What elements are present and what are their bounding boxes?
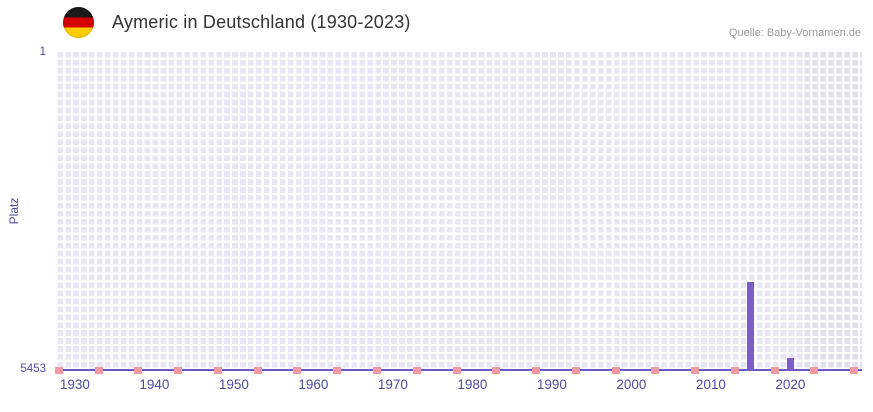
source-credit: Quelle: Baby-Vornamen.de <box>728 27 861 39</box>
baseline-marker-1963 <box>333 366 342 374</box>
baseline-marker-1993 <box>571 366 580 374</box>
bars-layer <box>55 52 862 370</box>
baseline-marker-1988 <box>532 366 541 374</box>
baseline-marker-1958 <box>293 366 302 374</box>
x-tick-label-2000: 2000 <box>616 377 647 392</box>
plot-area <box>54 52 862 374</box>
german-flag-icon <box>63 7 94 38</box>
baseline-marker-1928 <box>54 366 63 374</box>
y-axis-title: Platz <box>7 197 21 225</box>
baseline-marker-1933 <box>94 366 103 374</box>
baseline-marker-1938 <box>134 366 143 374</box>
baseline-marker-1998 <box>611 366 620 374</box>
x-tick-label-1950: 1950 <box>218 377 249 392</box>
x-tick-label-1990: 1990 <box>536 377 567 392</box>
baseline-marker-1983 <box>492 366 501 374</box>
baseline-marker-1968 <box>373 366 381 374</box>
x-tick-label-1980: 1980 <box>457 377 488 392</box>
y-tick-label-top: 1 <box>39 46 46 58</box>
markers-layer <box>54 52 862 374</box>
baseline-marker-2028 <box>850 366 859 374</box>
y-tick-label-bottom: 5453 <box>20 363 46 375</box>
x-tick-label-2020: 2020 <box>775 377 806 392</box>
baseline-marker-1953 <box>253 366 262 374</box>
rank-bar-2015 <box>747 282 755 370</box>
x-tick-label-1960: 1960 <box>298 377 329 392</box>
baseline-marker-2008 <box>691 366 700 374</box>
baseline-marker-1973 <box>412 366 421 374</box>
chart-title: Aymeric in Deutschland (1930-2023) <box>112 12 411 32</box>
x-tick-label-1940: 1940 <box>139 377 170 392</box>
baseline-marker-1948 <box>213 366 222 374</box>
baseline-marker-2003 <box>651 366 660 374</box>
baseline-marker-2023 <box>810 366 819 374</box>
x-tick-label-2010: 2010 <box>695 377 726 392</box>
x-tick-label-1970: 1970 <box>377 377 408 392</box>
baseline-marker-2018 <box>770 366 779 374</box>
rank-bar-2020 <box>786 358 794 370</box>
x-tick-label-1930: 1930 <box>59 377 90 392</box>
baseline-marker-1943 <box>174 366 183 374</box>
baseline-marker-1978 <box>452 366 461 374</box>
baseline-marker-2013 <box>730 366 739 374</box>
